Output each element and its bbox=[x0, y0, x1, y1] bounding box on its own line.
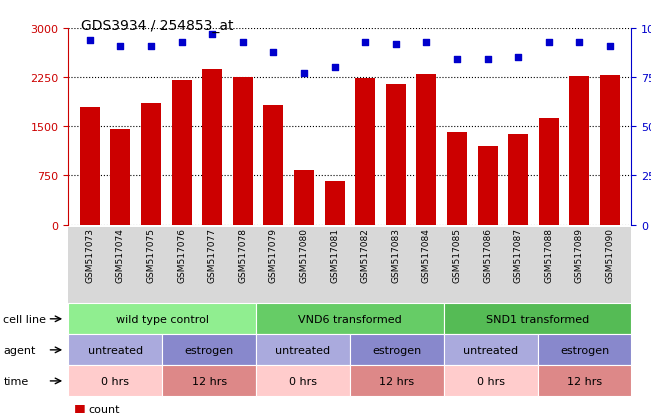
Text: untreated: untreated bbox=[88, 345, 143, 355]
Bar bbox=[570, 77, 589, 225]
Point bbox=[452, 57, 462, 64]
Text: untreated: untreated bbox=[275, 345, 331, 355]
Text: count: count bbox=[88, 404, 119, 413]
Text: wild type control: wild type control bbox=[116, 314, 209, 324]
Bar bbox=[325, 182, 344, 225]
Bar bbox=[80, 107, 100, 225]
Text: estrogen: estrogen bbox=[560, 345, 609, 355]
Bar bbox=[508, 135, 528, 225]
Point bbox=[513, 55, 523, 62]
Text: estrogen: estrogen bbox=[372, 345, 421, 355]
Point bbox=[115, 43, 126, 50]
Bar bbox=[111, 130, 130, 225]
Text: 0 hrs: 0 hrs bbox=[477, 376, 505, 386]
Point bbox=[391, 41, 401, 48]
Point bbox=[482, 57, 493, 64]
Text: 0 hrs: 0 hrs bbox=[289, 376, 317, 386]
Text: untreated: untreated bbox=[463, 345, 518, 355]
Point bbox=[574, 39, 585, 46]
Point bbox=[268, 49, 279, 56]
Point bbox=[207, 31, 217, 38]
Text: agent: agent bbox=[3, 345, 36, 355]
Bar bbox=[386, 85, 406, 225]
Point bbox=[299, 71, 309, 77]
Point bbox=[238, 39, 248, 46]
Text: VND6 transformed: VND6 transformed bbox=[298, 314, 402, 324]
Text: estrogen: estrogen bbox=[184, 345, 234, 355]
Bar bbox=[233, 78, 253, 225]
Text: 12 hrs: 12 hrs bbox=[191, 376, 227, 386]
Text: cell line: cell line bbox=[3, 314, 46, 324]
Bar bbox=[600, 75, 620, 225]
Text: ■: ■ bbox=[74, 401, 85, 413]
Text: SND1 transformed: SND1 transformed bbox=[486, 314, 589, 324]
Text: 12 hrs: 12 hrs bbox=[380, 376, 415, 386]
Point bbox=[85, 38, 95, 44]
Bar bbox=[539, 119, 559, 225]
Bar bbox=[478, 147, 497, 225]
Point bbox=[329, 65, 340, 71]
Point bbox=[605, 43, 615, 50]
Point bbox=[176, 39, 187, 46]
Text: GDS3934 / 254853_at: GDS3934 / 254853_at bbox=[81, 19, 234, 33]
Bar bbox=[355, 79, 375, 225]
Bar bbox=[141, 104, 161, 225]
Bar bbox=[172, 81, 191, 225]
Bar bbox=[447, 133, 467, 225]
Bar bbox=[202, 69, 222, 225]
Text: 12 hrs: 12 hrs bbox=[567, 376, 602, 386]
Bar bbox=[294, 171, 314, 225]
Text: time: time bbox=[3, 376, 29, 386]
Text: 0 hrs: 0 hrs bbox=[102, 376, 130, 386]
Bar bbox=[417, 75, 436, 225]
Point bbox=[544, 39, 554, 46]
Point bbox=[360, 39, 370, 46]
Point bbox=[421, 39, 432, 46]
Point bbox=[146, 43, 156, 50]
Bar bbox=[264, 106, 283, 225]
